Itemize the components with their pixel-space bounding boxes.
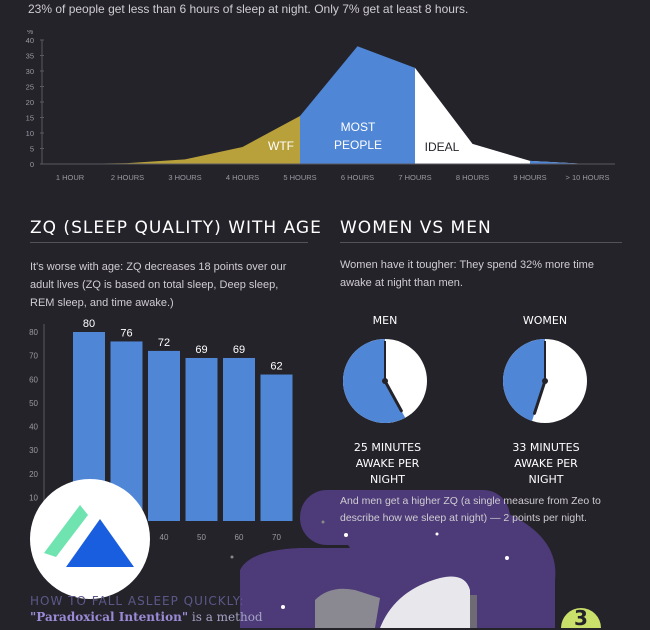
intro-text: 23% of people get less than 6 hours of s… bbox=[28, 2, 469, 16]
zq-gender-note: And men get a higher ZQ (a single measur… bbox=[340, 495, 601, 524]
area-x-tick-label: > 10 HOURS bbox=[566, 173, 610, 182]
zq-heading: ZQ (SLEEP QUALITY) WITH AGE bbox=[30, 218, 322, 238]
area-y-tick-label: 35 bbox=[26, 52, 34, 61]
area-label-most: MOST bbox=[341, 120, 376, 134]
zq-description: It's worse with age: ZQ decreases 18 poi… bbox=[30, 261, 287, 309]
clock-awake-slice bbox=[503, 339, 545, 421]
footer-title: HOW TO FALL ASLEEP QUICKLY: bbox=[30, 594, 245, 608]
area-x-tick-label: 8 HOURS bbox=[456, 173, 489, 182]
men-caption-awake: AWAKE PER NIGHT bbox=[355, 457, 420, 486]
sleeping-figure bbox=[380, 576, 470, 628]
area-label-wtf: WTF bbox=[268, 139, 294, 153]
footer-text-rest: is a method bbox=[188, 610, 263, 624]
area-label-ideal: IDEAL bbox=[425, 140, 460, 154]
women-men-description: Women have it tougher: They spend 32% mo… bbox=[340, 259, 594, 289]
area-x-tick-label: 7 HOURS bbox=[398, 173, 431, 182]
bar bbox=[223, 357, 255, 521]
clock-awake-slice bbox=[343, 339, 406, 423]
bar-y-tick-label: 50 bbox=[29, 399, 38, 408]
area-y-tick-label: 20 bbox=[26, 98, 34, 107]
area-segment bbox=[300, 46, 415, 165]
men-caption: 25 MINUTES AWAKE PER NIGHT bbox=[340, 440, 435, 488]
men-label: MEN bbox=[372, 314, 398, 327]
bar-value-label: 62 bbox=[270, 361, 282, 373]
women-label: WOMEN bbox=[522, 314, 568, 327]
bar bbox=[148, 350, 180, 521]
bar-y-tick-label: 40 bbox=[29, 423, 38, 432]
area-y-tick-label: 10 bbox=[26, 129, 34, 138]
clock-center bbox=[382, 378, 388, 384]
clock-hour-hand bbox=[532, 379, 547, 415]
bar-y-tick-label: 10 bbox=[29, 493, 38, 502]
area-segment bbox=[415, 67, 588, 164]
area-x-tick-label: 4 HOURS bbox=[226, 173, 259, 182]
area-x-tick-label: 5 HOURS bbox=[283, 173, 316, 182]
bar-y-tick-label: 20 bbox=[29, 470, 38, 479]
clock-hour-hand bbox=[383, 379, 403, 413]
clock-center bbox=[542, 378, 548, 384]
area-segment bbox=[530, 160, 588, 164]
star bbox=[281, 605, 285, 609]
women-men-heading: WOMEN VS MEN bbox=[340, 218, 492, 238]
men-caption-minutes: 25 MINUTES bbox=[353, 441, 422, 454]
bar-y-tick-label: 80 bbox=[29, 328, 38, 337]
women-caption-minutes: 33 MINUTES bbox=[512, 441, 580, 454]
bar-x-tick-label: 40 bbox=[160, 533, 169, 542]
area-x-tick-label: 9 HOURS bbox=[513, 173, 546, 182]
area-y-tick-label: 5 bbox=[30, 145, 34, 154]
bar bbox=[260, 374, 293, 521]
sleep-hours-area-chart: % 0 5 10 15 20 25 30 35 40 1 HOUR 2 HOURS 3 HOURS 4 H… bbox=[26, 30, 615, 182]
star bbox=[230, 555, 234, 559]
women-caption-awake: AWAKE PER NIGHT bbox=[514, 457, 578, 486]
bar-x-tick-label: 70 bbox=[272, 533, 281, 542]
footer-highlight: "Paradoxical Intention" bbox=[30, 610, 189, 624]
bar bbox=[185, 357, 218, 521]
night-illustration bbox=[230, 490, 601, 628]
women-men-heading-rule bbox=[340, 242, 622, 243]
area-y-tick-label: 0 bbox=[30, 160, 34, 169]
star bbox=[344, 533, 348, 537]
bar-value-label: 76 bbox=[120, 327, 132, 339]
area-y-tick-label: 25 bbox=[26, 83, 34, 92]
women-awake-clock bbox=[503, 339, 587, 423]
area-y-tick-label: 30 bbox=[26, 67, 34, 76]
area-y-tick-label: 15 bbox=[26, 114, 34, 123]
men-awake-clock bbox=[343, 339, 427, 423]
bar-x-tick-label: 60 bbox=[235, 533, 244, 542]
app-logo bbox=[30, 479, 150, 599]
area-y-tick-label: 40 bbox=[26, 36, 34, 45]
bar-value-label: 69 bbox=[195, 344, 207, 356]
women-caption: 33 MINUTES AWAKE PER NIGHT bbox=[497, 440, 595, 488]
footer-text: "Paradoxical Intention" is a method bbox=[30, 610, 263, 624]
step-badge-circle bbox=[561, 608, 601, 628]
bar-y-tick-label: 70 bbox=[29, 352, 38, 361]
area-y-unit: % bbox=[27, 30, 33, 36]
area-label-people: PEOPLE bbox=[334, 138, 382, 152]
bar-value-label: 80 bbox=[83, 318, 95, 330]
star bbox=[435, 532, 439, 536]
bar-y-tick-label: 60 bbox=[29, 375, 38, 384]
bar-value-label: 72 bbox=[158, 337, 170, 349]
bar-x-tick-label: 50 bbox=[197, 533, 206, 542]
area-x-tick-label: 6 HOURS bbox=[341, 173, 374, 182]
bar-y-tick-label: 30 bbox=[29, 446, 38, 455]
app-logo-icon bbox=[44, 505, 134, 567]
star bbox=[505, 556, 509, 560]
step-badge-number: 3 bbox=[574, 606, 588, 630]
area-x-tick-label: 3 HOURS bbox=[168, 173, 201, 182]
bar-value-label: 69 bbox=[233, 344, 245, 356]
area-x-tick-label: 2 HOURS bbox=[111, 173, 144, 182]
bedpost bbox=[470, 595, 477, 628]
nightcap-shape bbox=[315, 588, 380, 628]
star bbox=[321, 520, 325, 524]
area-segment bbox=[70, 115, 300, 164]
zq-heading-rule bbox=[30, 242, 308, 243]
area-x-tick-label: 1 HOUR bbox=[56, 173, 85, 182]
purple-cloud-top bbox=[300, 490, 510, 545]
